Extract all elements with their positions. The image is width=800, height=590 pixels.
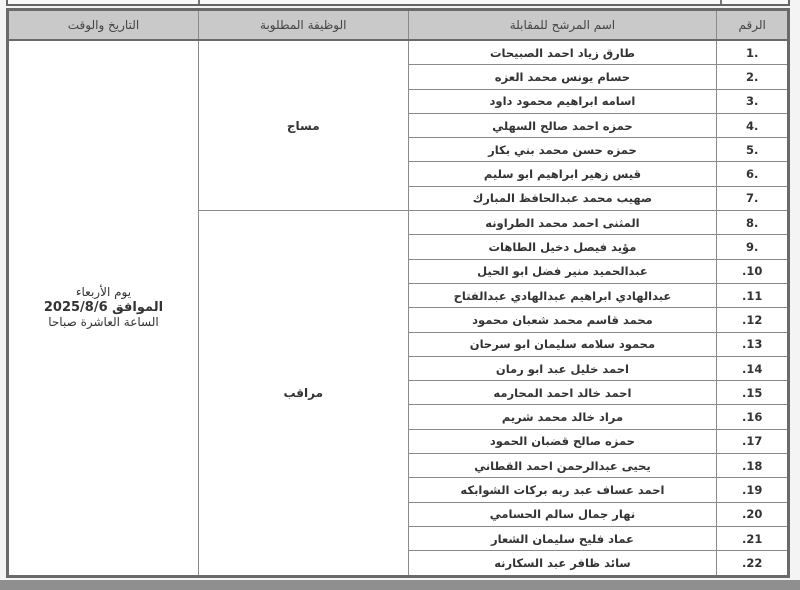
row-number: .15 — [716, 380, 789, 406]
row-number: .11 — [716, 282, 789, 309]
candidate-name: احمد خالد احمد المحارمه — [407, 380, 718, 406]
row-number: .19 — [716, 477, 789, 503]
row-number: 5. — [716, 137, 789, 163]
candidate-name: حمزه صالح قضبان الحمود — [407, 428, 718, 455]
candidate-name: مؤيد فيصل دخيل الطاهات — [407, 234, 718, 260]
table-row: 7. صهيب محمد عبدالحافظ المبارك — [8, 185, 789, 212]
row-number: 8. — [716, 210, 789, 236]
candidates-table: الرقم اسم المرشح للمقابلة الوظيفة المطلو… — [6, 8, 790, 578]
date: الموافق 2025/8/6 — [43, 300, 164, 316]
table-header-row: الرقم اسم المرشح للمقابلة الوظيفة المطلو… — [7, 9, 789, 41]
table-row: .20 نهار جمال سالم الحسامي — [8, 501, 789, 527]
table-row: .22 سائد ظافر عبد السكارنه — [8, 550, 789, 577]
row-number: .13 — [716, 331, 789, 357]
candidate-name: طارق زياد احمد الصبيحات — [407, 39, 718, 66]
table-row: .21 عماد فليح سليمان الشعار — [8, 525, 789, 552]
row-number: .20 — [716, 501, 789, 527]
candidate-name: حمزه حسن محمد بني بكار — [407, 137, 718, 163]
candidate-name: سائد ظافر عبد السكارنه — [407, 550, 718, 577]
candidate-name: يحيى عبدالرحمن احمد القطاني — [407, 453, 718, 479]
table-row: 9. مؤيد فيصل دخيل الطاهات — [8, 234, 789, 260]
candidate-name: صهيب محمد عبدالحافظ المبارك — [407, 185, 718, 212]
row-number: .12 — [716, 307, 789, 333]
table-row: 5. حمزه حسن محمد بني بكار — [8, 137, 789, 163]
job-title: مراقب — [197, 210, 409, 577]
header-datetime: التاريخ والوقت — [7, 9, 199, 41]
candidate-name: عبدالحميد منير فضل ابو الحيل — [407, 258, 718, 284]
table-row: .14 احمد خليل عبد ابو رمان — [8, 355, 789, 382]
row-number: .10 — [716, 258, 789, 284]
job-title: مساج — [197, 39, 409, 212]
row-number: 4. — [716, 112, 789, 139]
row-number: 7. — [716, 185, 789, 212]
candidate-name: محمد قاسم محمد شعبان محمود — [407, 307, 718, 333]
table-row: .10 عبدالحميد منير فضل ابو الحيل — [8, 258, 789, 284]
candidate-name: نهار جمال سالم الحسامي — [407, 501, 718, 527]
candidate-name: محمود سلامه سليمان ابو سرحان — [407, 331, 718, 357]
table-row: .17 حمزه صالح قضبان الحمود — [8, 428, 789, 455]
candidate-name: مراد خالد محمد شريم — [407, 404, 718, 430]
table-row: .19 احمد عساف عبد ربه بركات الشوابكه — [8, 477, 789, 503]
time: الساعة العاشرة صباحا — [48, 315, 159, 330]
header-job: الوظيفة المطلوبة — [197, 9, 409, 41]
row-number: .16 — [716, 404, 789, 430]
table-row: .13 محمود سلامه سليمان ابو سرحان — [8, 331, 789, 357]
row-number: .21 — [716, 525, 789, 552]
candidate-name: عماد فليح سليمان الشعار — [407, 525, 718, 552]
table-row: 2. حسام يونس محمد العزه — [8, 64, 789, 90]
table-row: .18 يحيى عبدالرحمن احمد القطاني — [8, 453, 789, 479]
candidate-name: قيس زهير ابراهيم ابو سليم — [407, 161, 718, 187]
table-row: 6. قيس زهير ابراهيم ابو سليم — [8, 161, 789, 187]
row-number: .22 — [716, 550, 789, 577]
table-row: .16 مراد خالد محمد شريم — [8, 404, 789, 430]
candidate-name: احمد عساف عبد ربه بركات الشوابكه — [407, 477, 718, 503]
candidate-name: حمزه احمد صالح السهلي — [407, 112, 718, 139]
previous-row-edge — [6, 0, 790, 6]
row-number: 2. — [716, 64, 789, 90]
table-row: .11 عبدالهادي ابراهيم عبدالهادي عبدالفتاح — [8, 282, 789, 309]
candidate-name: احمد خليل عبد ابو رمان — [407, 355, 718, 382]
table-row: 1. طارق زياد احمد الصبيحات مساج يوم الأربعا… — [7, 39, 789, 577]
table-row: 8. المثنى احمد محمد الطراونه مراقب — [8, 210, 789, 577]
table-row: 4. حمزه احمد صالح السهلي — [8, 112, 789, 139]
table-row: 3. اسامه ابراهيم محمود داود — [8, 88, 789, 114]
interview-datetime: يوم الأربعاء الموافق 2025/8/6 الساعة العاش… — [7, 39, 199, 577]
candidate-name: عبدالهادي ابراهيم عبدالهادي عبدالفتاح — [407, 282, 718, 309]
candidate-name: حسام يونس محمد العزه — [407, 64, 718, 90]
background-strip — [0, 580, 800, 590]
row-number: 6. — [716, 161, 789, 187]
row-number: .14 — [716, 355, 789, 382]
table-row: .12 محمد قاسم محمد شعبان محمود — [8, 307, 789, 333]
header-name: اسم المرشح للمقابلة — [407, 9, 718, 41]
candidate-name: اسامه ابراهيم محمود داود — [407, 88, 718, 114]
day: يوم الأربعاء — [75, 285, 132, 300]
row-number: 3. — [716, 88, 789, 114]
table-row: .15 احمد خالد احمد المحارمه — [8, 380, 789, 406]
candidate-name: المثنى احمد محمد الطراونه — [407, 210, 718, 236]
row-number: .18 — [716, 453, 789, 479]
row-number: 1. — [716, 39, 789, 66]
row-number: .17 — [716, 428, 789, 455]
row-number: 9. — [716, 234, 789, 260]
header-number: الرقم — [716, 9, 789, 41]
